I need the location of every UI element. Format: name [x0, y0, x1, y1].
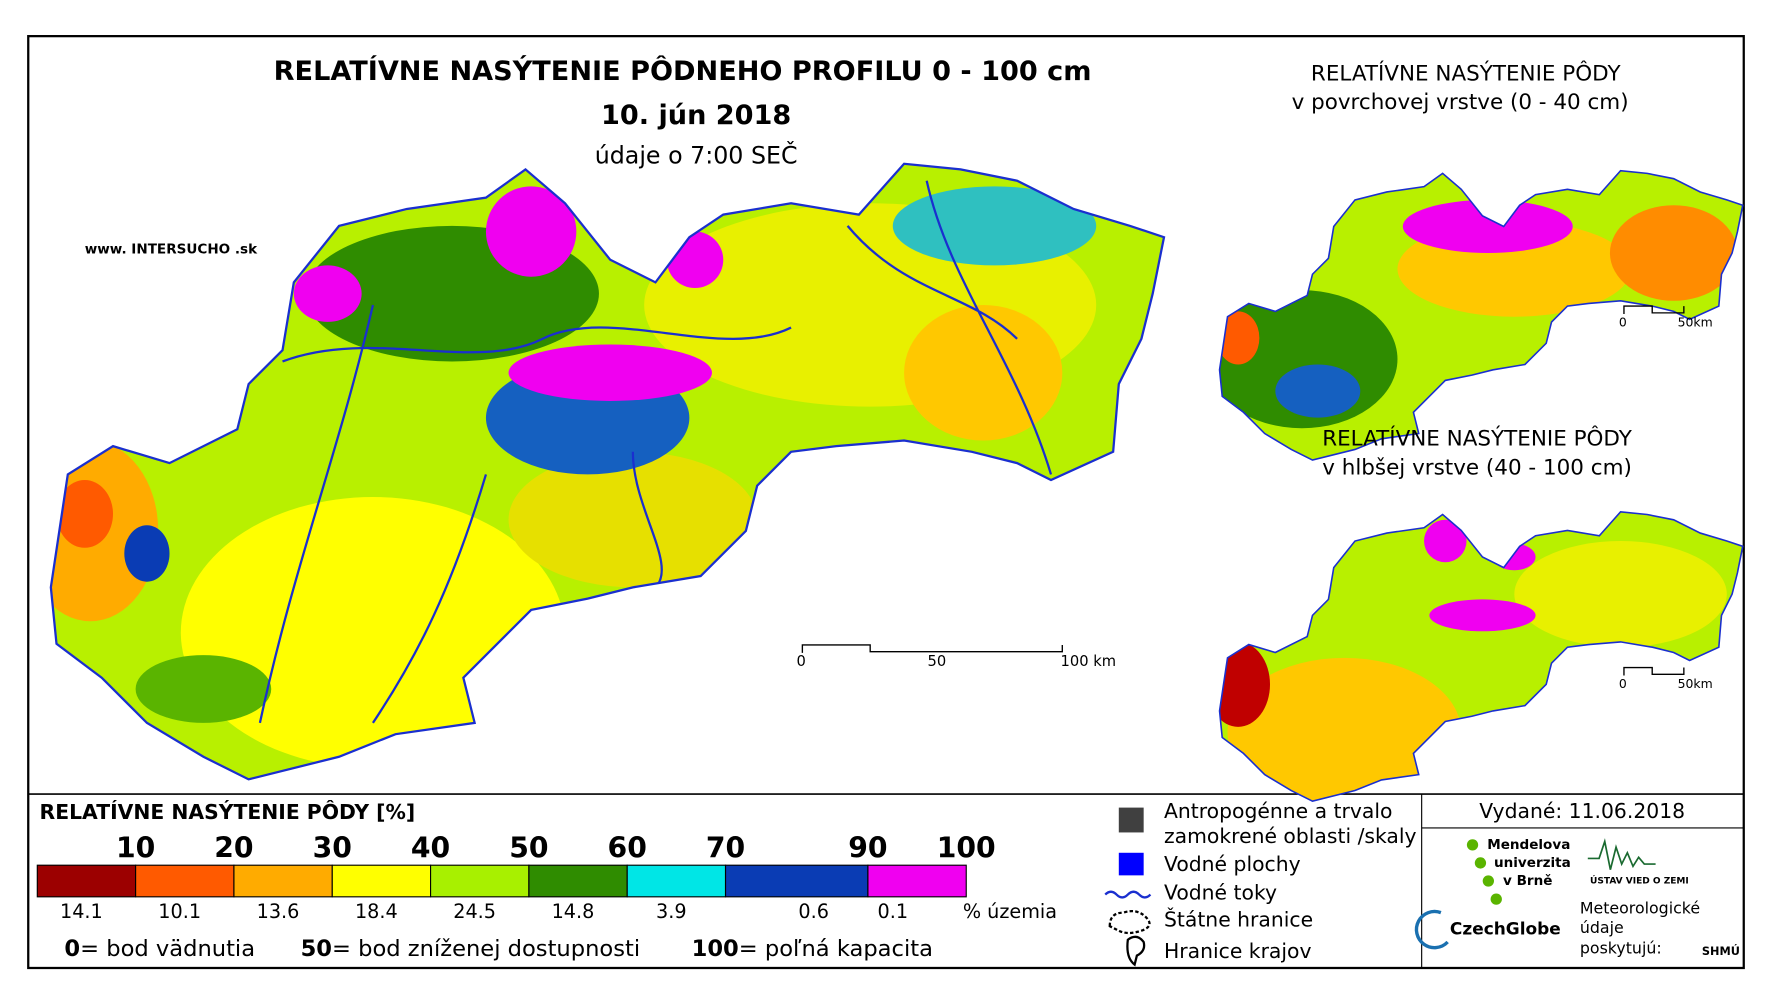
scale-label: 0	[797, 653, 806, 670]
color-class	[724, 864, 869, 898]
legend-label: Vodné toky	[1164, 880, 1277, 904]
issued: Vydané: 11.06.2018	[1479, 799, 1685, 823]
color-class	[430, 864, 530, 898]
break-label: 50	[509, 831, 548, 864]
break-label: 30	[313, 831, 352, 864]
scale-label: 50km	[1678, 676, 1713, 691]
break-label: 90	[848, 831, 887, 864]
title: RELATÍVNE NASÝTENIE PÔDNEHO PROFILU 0 - …	[274, 55, 1092, 87]
logo-text: v Brně	[1503, 873, 1552, 889]
legend: 14.1 10 10.1 20 13.6 30 18.4 40 24.5 50 14.8 60 3.9 7…	[36, 831, 1057, 961]
date: 10. jún 2018	[601, 100, 791, 131]
color-class	[626, 864, 727, 898]
note-text: = bod vädnutia	[80, 935, 255, 961]
note-text: = bod zníženej dostupnosti	[332, 935, 640, 961]
frame	[27, 35, 1745, 970]
break-label: 40	[411, 831, 450, 864]
scale-label: 50km	[1678, 315, 1713, 330]
symbol	[1118, 852, 1144, 876]
symbol	[1104, 890, 1152, 899]
break-label: 60	[608, 831, 647, 864]
logo	[1414, 909, 1449, 950]
share-label: 10.1	[158, 900, 201, 923]
logo-text: údaje	[1580, 918, 1624, 937]
logo-text: Mendelova	[1487, 837, 1570, 853]
color-class	[135, 864, 235, 898]
color-class	[233, 864, 333, 898]
share-label: 18.4	[355, 900, 398, 923]
share-label: 13.6	[257, 900, 300, 923]
share-label: 0.6	[798, 900, 829, 923]
logo-text: poskytujú:	[1580, 938, 1662, 957]
color-class	[36, 864, 137, 898]
share-label: 3.9	[656, 900, 687, 923]
legend-label: Antropogénne a trvalo	[1164, 799, 1392, 823]
legend-label: zamokrené oblasti /skaly	[1164, 824, 1417, 848]
logo-text: Meteorologické	[1580, 899, 1700, 918]
break-label: 20	[214, 831, 253, 864]
symbol	[1118, 807, 1144, 833]
legend-title: RELATÍVNE NASÝTENIE PÔDY [%]	[40, 799, 416, 824]
note: 50= bod zníženej dostupnosti	[301, 935, 641, 961]
logo-text: CzechGlobe	[1450, 919, 1561, 939]
logo	[1587, 838, 1656, 870]
scale-bars	[801, 305, 1685, 676]
legend-label: Vodné plochy	[1164, 852, 1301, 876]
logo-dots	[1466, 839, 1502, 905]
note-key: 100	[692, 935, 739, 961]
legend-label: Štátne hranice	[1164, 907, 1313, 932]
inset-title: RELATÍVNE NASÝTENIE PÔDY	[1322, 425, 1633, 451]
break-label: 10	[116, 831, 155, 864]
logo-text: univerzita	[1494, 855, 1571, 871]
inset-title: v hlbšej vrstve (40 - 100 cm)	[1322, 456, 1632, 481]
note: 0= bod vädnutia	[64, 935, 255, 961]
inset-title: v povrchovej vrstve (0 - 40 cm)	[1292, 90, 1629, 115]
website: www. INTERSUCHO .sk	[85, 242, 258, 258]
scale-label: 0	[1619, 676, 1627, 691]
share-label: 24.5	[453, 900, 496, 923]
share-label: 0.1	[878, 900, 909, 923]
note-key: 0	[64, 935, 80, 961]
legend-label: Hranice krajov	[1164, 939, 1312, 963]
logo-text: ÚSTAV VIED O ZEMI	[1590, 875, 1689, 887]
break-label: 70	[706, 831, 745, 864]
inset-title: RELATÍVNE NASÝTENIE PÔDY	[1311, 61, 1622, 87]
share-unit: % územia	[963, 900, 1057, 923]
symbol	[1126, 935, 1146, 967]
note-text: = poľná kapacita	[739, 935, 933, 961]
time: údaje o 7:00 SEČ	[595, 142, 798, 170]
color-class	[867, 864, 967, 898]
color-class	[528, 864, 628, 898]
note-key: 50	[301, 935, 332, 961]
logo-text: SHMÚ	[1702, 945, 1740, 958]
scale-label: 100 km	[1061, 653, 1116, 670]
symbol	[1108, 910, 1151, 935]
inset-bottom-map	[1218, 511, 1744, 802]
color-class	[331, 864, 432, 898]
inset-top-map	[1218, 169, 1744, 461]
share-label: 14.1	[60, 900, 103, 923]
break-label: 100	[937, 831, 996, 864]
share-label: 14.8	[552, 900, 595, 923]
scale-label: 50	[928, 653, 947, 670]
note: 100= poľná kapacita	[692, 935, 933, 961]
scale-label: 0	[1619, 315, 1627, 330]
